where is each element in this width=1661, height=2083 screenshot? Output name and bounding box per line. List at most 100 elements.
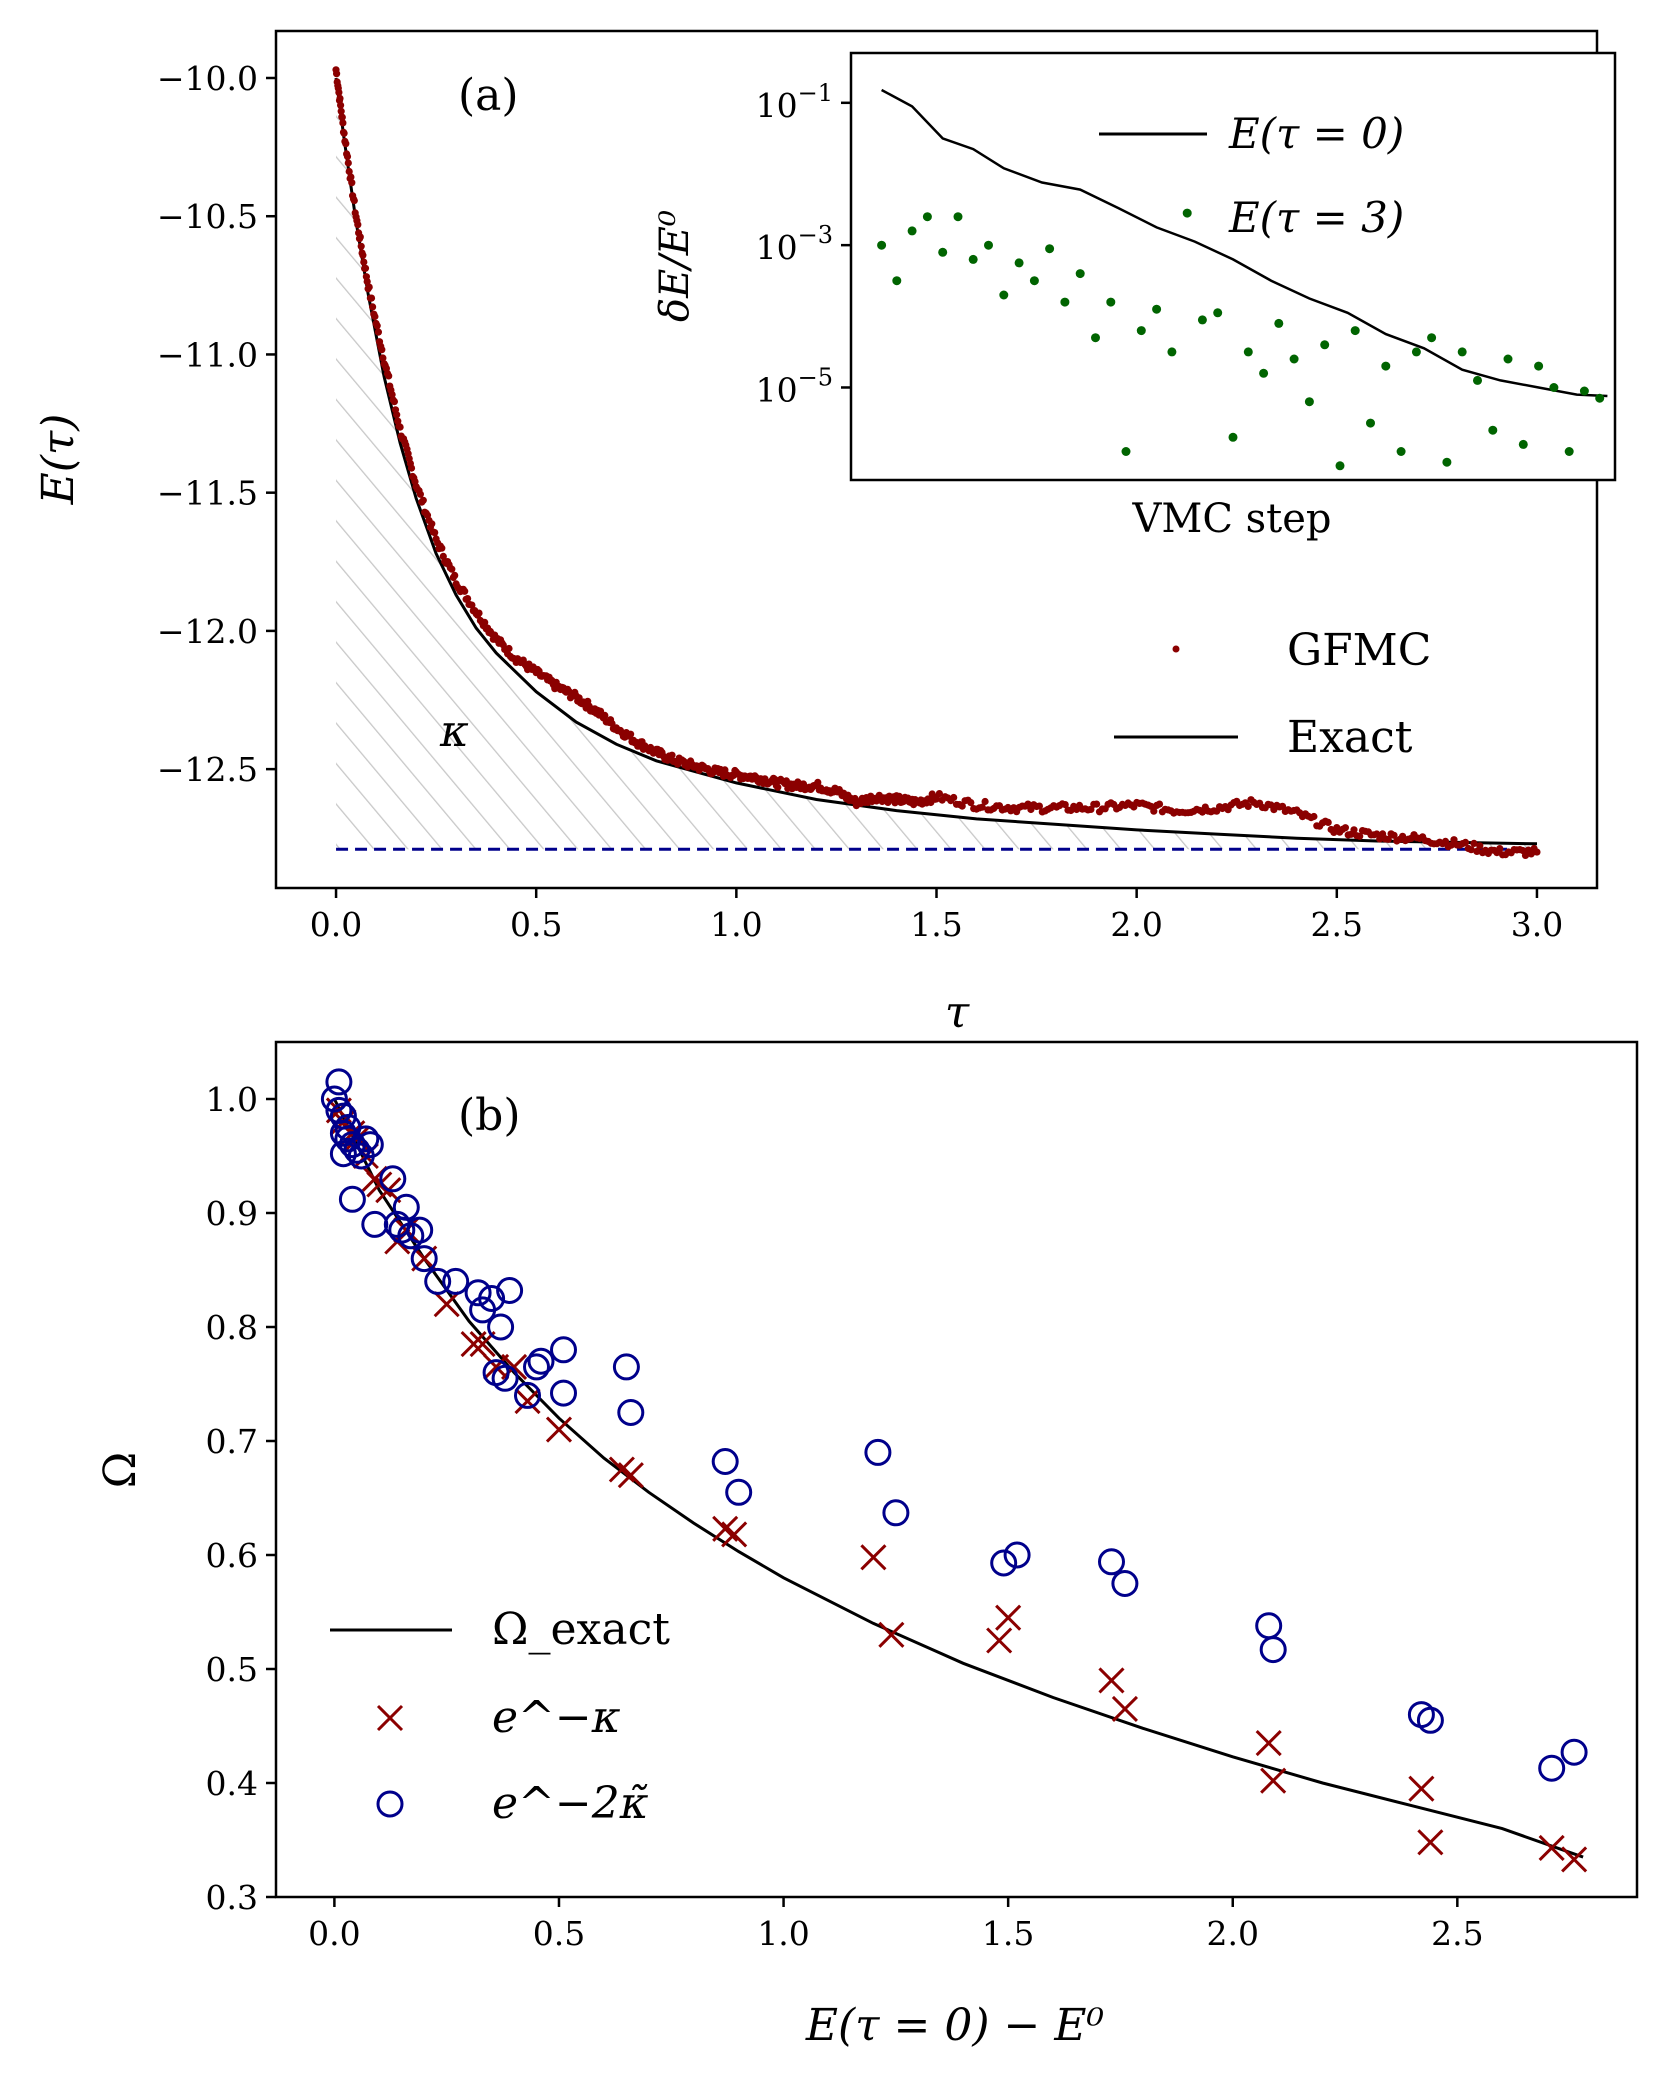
inset-tau3-point (1274, 318, 1284, 328)
inset-tau3-point (1045, 244, 1055, 254)
gfmc-point (448, 565, 456, 573)
gfmc-point (428, 520, 436, 528)
e-kappa-marker (469, 1331, 496, 1358)
panel-a-x-tick-label: 3.0 (1511, 905, 1563, 944)
inset-tau3-point (1335, 461, 1345, 471)
panel-b-y-tick-label: 0.5 (206, 1650, 258, 1689)
e-2kappa-tilde-marker (725, 1478, 753, 1506)
panel-a-y-ticks: −10.0 −10.5 −11.0 −11.5 −12.0 −12.5 (157, 59, 276, 789)
gfmc-point (981, 797, 989, 806)
inset-tau3-points (877, 208, 1605, 471)
inset-tau3-point (1518, 439, 1528, 449)
gfmc-point (601, 711, 609, 720)
e-2kappa-tilde-marker (1111, 1570, 1139, 1597)
gfmc-point (895, 792, 903, 801)
inset-tau3-point (1549, 383, 1559, 392)
gfmc-point (371, 312, 379, 321)
gfmc-point (468, 601, 476, 609)
inset-tau3-point (907, 226, 917, 236)
gfmc-point (1356, 832, 1364, 840)
inset-tau3-point (1091, 333, 1100, 343)
e-2kappa-tilde-marker (864, 1438, 892, 1466)
e-2kappa-tilde-marker (424, 1267, 452, 1295)
gfmc-point (1350, 826, 1358, 834)
inset-tau3-point (1029, 276, 1039, 286)
kappa-hatched-area (336, 78, 1537, 850)
gfmc-point (336, 94, 344, 102)
e-kappa-marker (1098, 1667, 1125, 1694)
panel-b-y-tick-label: 0.4 (206, 1764, 258, 1803)
e-2kappa-tilde-marker (1255, 1612, 1283, 1640)
gfmc-point (958, 802, 966, 810)
gfmc-point (505, 644, 513, 653)
panel-a-x-label: τ (945, 987, 970, 1038)
gfmc-point (1447, 841, 1455, 849)
panel-b-x-tick-label: 1.0 (757, 1914, 809, 1953)
panel-a-y-tick-label: −12.5 (157, 750, 258, 789)
inset-background (851, 53, 1615, 480)
gfmc-point (438, 544, 446, 552)
inset-tau3-point (1106, 297, 1116, 307)
gfmc-point (379, 354, 387, 362)
kappa-label: κ (439, 706, 469, 757)
panel-b-y-label: Ω (95, 1452, 146, 1488)
inset-y-tick-label: 10−1 (756, 79, 833, 125)
inset-y-tick-label: 10−5 (756, 363, 833, 409)
inset-tau3-point (968, 254, 978, 264)
gfmc-point (393, 411, 401, 419)
e-kappa-marker (1538, 1834, 1565, 1862)
gfmc-point (950, 793, 958, 802)
e-2kappa-tilde-marker (491, 1364, 519, 1392)
gfmc-point (361, 264, 370, 272)
e-kappa-marker (721, 1521, 748, 1548)
inset-y-tick-label: 10−3 (756, 221, 833, 267)
panel-b-legend: Ω_exact e^−κ e^−2κ̃ (330, 1604, 670, 1829)
gfmc-point (1461, 838, 1470, 847)
gfmc-point (1341, 824, 1349, 832)
e-kappa-marker (460, 1331, 487, 1358)
gfmc-point (363, 278, 371, 286)
gfmc-point (419, 496, 427, 504)
panel-b-x-tick-label: 1.5 (982, 1914, 1034, 1953)
gfmc-point (373, 322, 381, 330)
inset-tau3-point (1136, 326, 1146, 336)
e-2kappa-tilde-marker (496, 1277, 524, 1304)
e-kappa-marker (995, 1604, 1022, 1631)
e-kappa-marker (501, 1353, 528, 1380)
gfmc-point (1467, 846, 1475, 854)
inset-tau3-point (1366, 418, 1375, 428)
panel-b-y-tick-label: 0.3 (206, 1878, 258, 1917)
gfmc-point (396, 423, 404, 431)
e-2kappa-tilde-marker (329, 1140, 357, 1168)
e-2kappa-tilde-marker (1098, 1548, 1125, 1576)
e-2kappa-tilde-marker (410, 1245, 438, 1273)
gfmc-point (668, 751, 676, 759)
inset-tau3-point (892, 276, 902, 286)
e-kappa-marker (1561, 1846, 1588, 1873)
inset-tau3-point (1595, 393, 1605, 403)
panel-b-x-tick-label: 0.5 (533, 1914, 585, 1953)
gfmc-point (1441, 837, 1450, 846)
panel-b-y-tick-label: 0.7 (206, 1422, 258, 1461)
panel-b-y-tick-label: 0.8 (206, 1308, 258, 1347)
e-kappa-marker (617, 1462, 644, 1489)
e-kappa-marker (1408, 1775, 1435, 1802)
panel-a-x-tick-label: 0.5 (510, 905, 562, 944)
legend-gfmc-marker (1172, 645, 1180, 653)
gfmc-point (935, 790, 944, 798)
e-2kappa-tilde-marker (379, 1165, 407, 1193)
panel-a-y-tick-label: −11.5 (157, 474, 258, 513)
e-2kappa-tilde-marker (325, 1068, 353, 1096)
gfmc-point (342, 140, 350, 148)
gfmc-point (333, 70, 341, 78)
e-kappa-marker (514, 1388, 541, 1415)
gfmc-point (367, 294, 376, 302)
inset-tau3-point (953, 212, 963, 222)
gfmc-points (332, 66, 1541, 860)
e-kappa-marker (1255, 1730, 1282, 1757)
legend-e-2kappa-tilde-label: e^−2κ̃ (492, 1778, 649, 1829)
inset-tau3-point (922, 212, 932, 222)
panel-b-x-ticks: 0.0 0.5 1.0 1.5 2.0 2.5 (308, 1897, 1484, 1953)
gfmc-point (932, 795, 941, 803)
e-2kappa-tilde-marker (392, 1193, 420, 1221)
